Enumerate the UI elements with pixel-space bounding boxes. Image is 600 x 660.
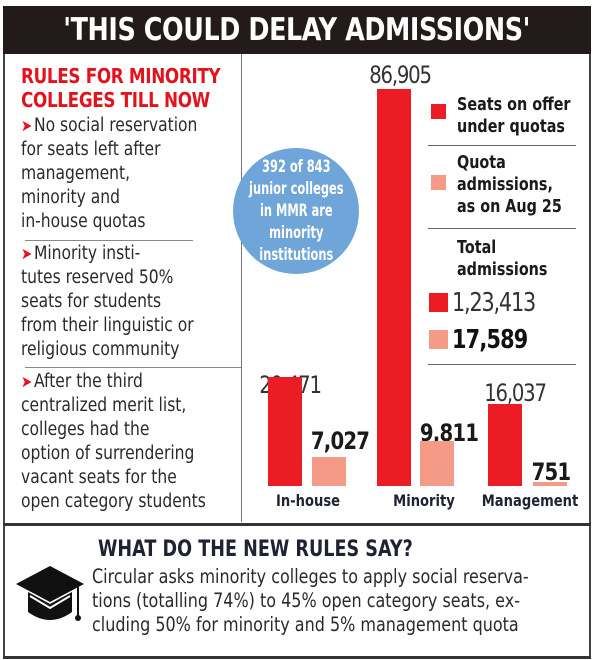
arrow-icon: ➤ [21,372,33,391]
bar-inhouse-quota [312,457,346,486]
headline: 'THIS COULD DELAY ADMISSIONS' [3,6,591,54]
bar-value-inhouse-quota: 7,027 [310,427,370,455]
callout-text: minority [268,223,324,243]
rule-text: option of surrendering [21,443,195,464]
rules-title-line1: RULES FOR MINORITY [21,64,221,88]
bar-minority-quota [420,441,454,486]
total-swatch-quota [429,330,448,349]
bar-value-management-seats: 16,037 [484,379,547,407]
headline-text: 'THIS COULD DELAY ADMISSIONS' [63,12,531,48]
graduation-cap-icon [16,566,84,621]
minority-colleges-callout: 392 of 843 junior colleges in MMR are mi… [233,148,359,274]
legend-swatch-seats [431,104,446,119]
new-rules-line: cluding 50% for minority and 5% manageme… [92,613,519,636]
rule-item-3: ➤After the third centralized merit list,… [21,370,239,514]
bottom-border [3,656,591,659]
legend-label-quota: Quota admissions, as on Aug 25 [457,152,562,218]
arrow-icon: ➤ [21,244,33,263]
column-divider [241,54,242,522]
rules-title-line2: COLLEGES TILL NOW [21,88,210,112]
legend-swatch-quota [431,175,446,190]
rule-text: from their linguistic or [21,315,194,336]
rule-text: minority and [21,187,120,208]
rule-text: vacant seats for the [21,467,177,488]
legend-text: Seats on offer [457,95,571,115]
arrow-icon: ➤ [21,116,33,135]
legend-separator [428,145,576,146]
rule-text: religious community [21,339,180,360]
callout-text: junior colleges [248,179,344,199]
callout-text: 392 of 843 [261,157,331,177]
legend-text: as on Aug 25 [457,197,562,217]
legend-label-seats: Seats on offer under quotas [457,94,571,138]
total-swatch-seats [429,293,448,312]
rule-text: colleges had the [21,419,150,440]
rule-item-1: ➤No social reservation for seats left af… [21,114,239,234]
rule-text: centralized merit list, [21,395,187,416]
bar-management-seats [488,404,522,486]
callout-text: institutions [258,245,334,265]
total-admissions-heading: Total admissions [457,237,547,281]
rule-text: After the third [33,371,143,392]
rule-text: in-house quotas [21,211,146,232]
bar-inhouse-seats [268,377,302,486]
legend-text: Total [457,238,497,258]
bar-minority-seats [377,89,411,486]
bar-value-minority-seats: 86,905 [369,61,432,89]
new-rules-line: tions (totalling 74%) to 45% open catego… [92,589,520,612]
new-rules-text: Circular asks minority colleges to apply… [92,565,584,637]
infographic-frame [3,6,591,658]
rules-panel: RULES FOR MINORITY COLLEGES TILL NOW ➤No… [5,56,241,522]
category-label-management: Management [481,491,579,510]
callout-text: in MMR are [259,201,333,221]
rule-text: seats for students [21,291,162,312]
category-label-minority: Minority [393,491,455,510]
rule-separator [25,367,241,368]
rules-title: RULES FOR MINORITY COLLEGES TILL NOW [21,64,221,112]
new-rules-line: Circular asks minority colleges to apply… [92,565,529,588]
rule-separator [25,240,193,241]
legend-text: Quota [457,153,506,173]
rule-text: Minority insti- [33,243,141,264]
bar-value-management-quota: 751 [531,458,571,486]
rule-text: No social reservation [33,115,198,136]
total-quota-value: 17,589 [452,325,528,355]
rule-text: open category students [21,491,206,512]
category-label-inhouse: In-house [275,491,341,510]
total-seats-value: 1,23,413 [452,288,536,318]
new-rules-title: WHAT DO THE NEW RULES SAY? [98,537,413,562]
bar-management-quota [533,482,567,486]
legend-separator [428,364,576,365]
rule-text: for seats left after [21,139,161,160]
legend-separator [428,228,576,229]
section-divider [3,523,591,526]
legend-text: admissions, [457,175,553,195]
legend-text: under quotas [457,117,565,137]
rule-text: tutes reserved 50% [21,267,174,288]
rule-text: management, [21,163,131,184]
legend-text: admissions [457,260,548,280]
rule-item-2: ➤Minority insti- tutes reserved 50% seat… [21,242,239,362]
